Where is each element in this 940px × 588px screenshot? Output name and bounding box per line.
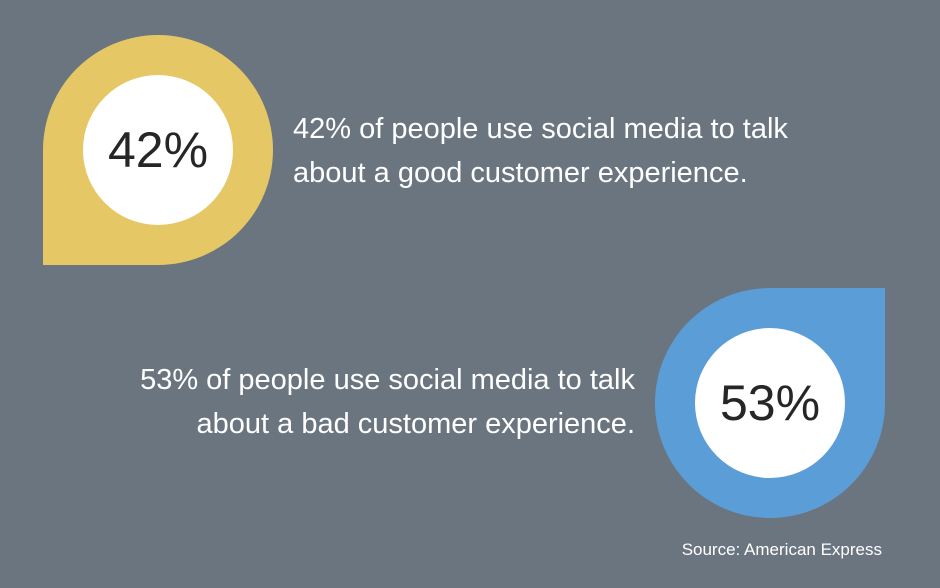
stat-percent: 53% — [719, 375, 821, 431]
statement-line: about a good customer experience. — [293, 157, 748, 189]
statement-line: 42% of people use social media to talk — [293, 113, 788, 145]
stat-circle: 42% — [83, 75, 233, 225]
stat-percent: 42% — [107, 122, 209, 178]
stat-statement-good: 42% of people use social media to talk a… — [293, 107, 788, 195]
stat-statement-bad: 53% of people use social media to talk a… — [140, 358, 635, 446]
stat-badge-good: 42% — [43, 35, 273, 265]
statement-line: about a bad customer experience. — [196, 408, 636, 440]
source-credit: Source: American Express — [681, 540, 882, 559]
stat-badge-bad: 53% — [655, 288, 885, 518]
statement-line: 53% of people use social media to talk — [140, 364, 635, 396]
stat-circle: 53% — [695, 328, 845, 478]
